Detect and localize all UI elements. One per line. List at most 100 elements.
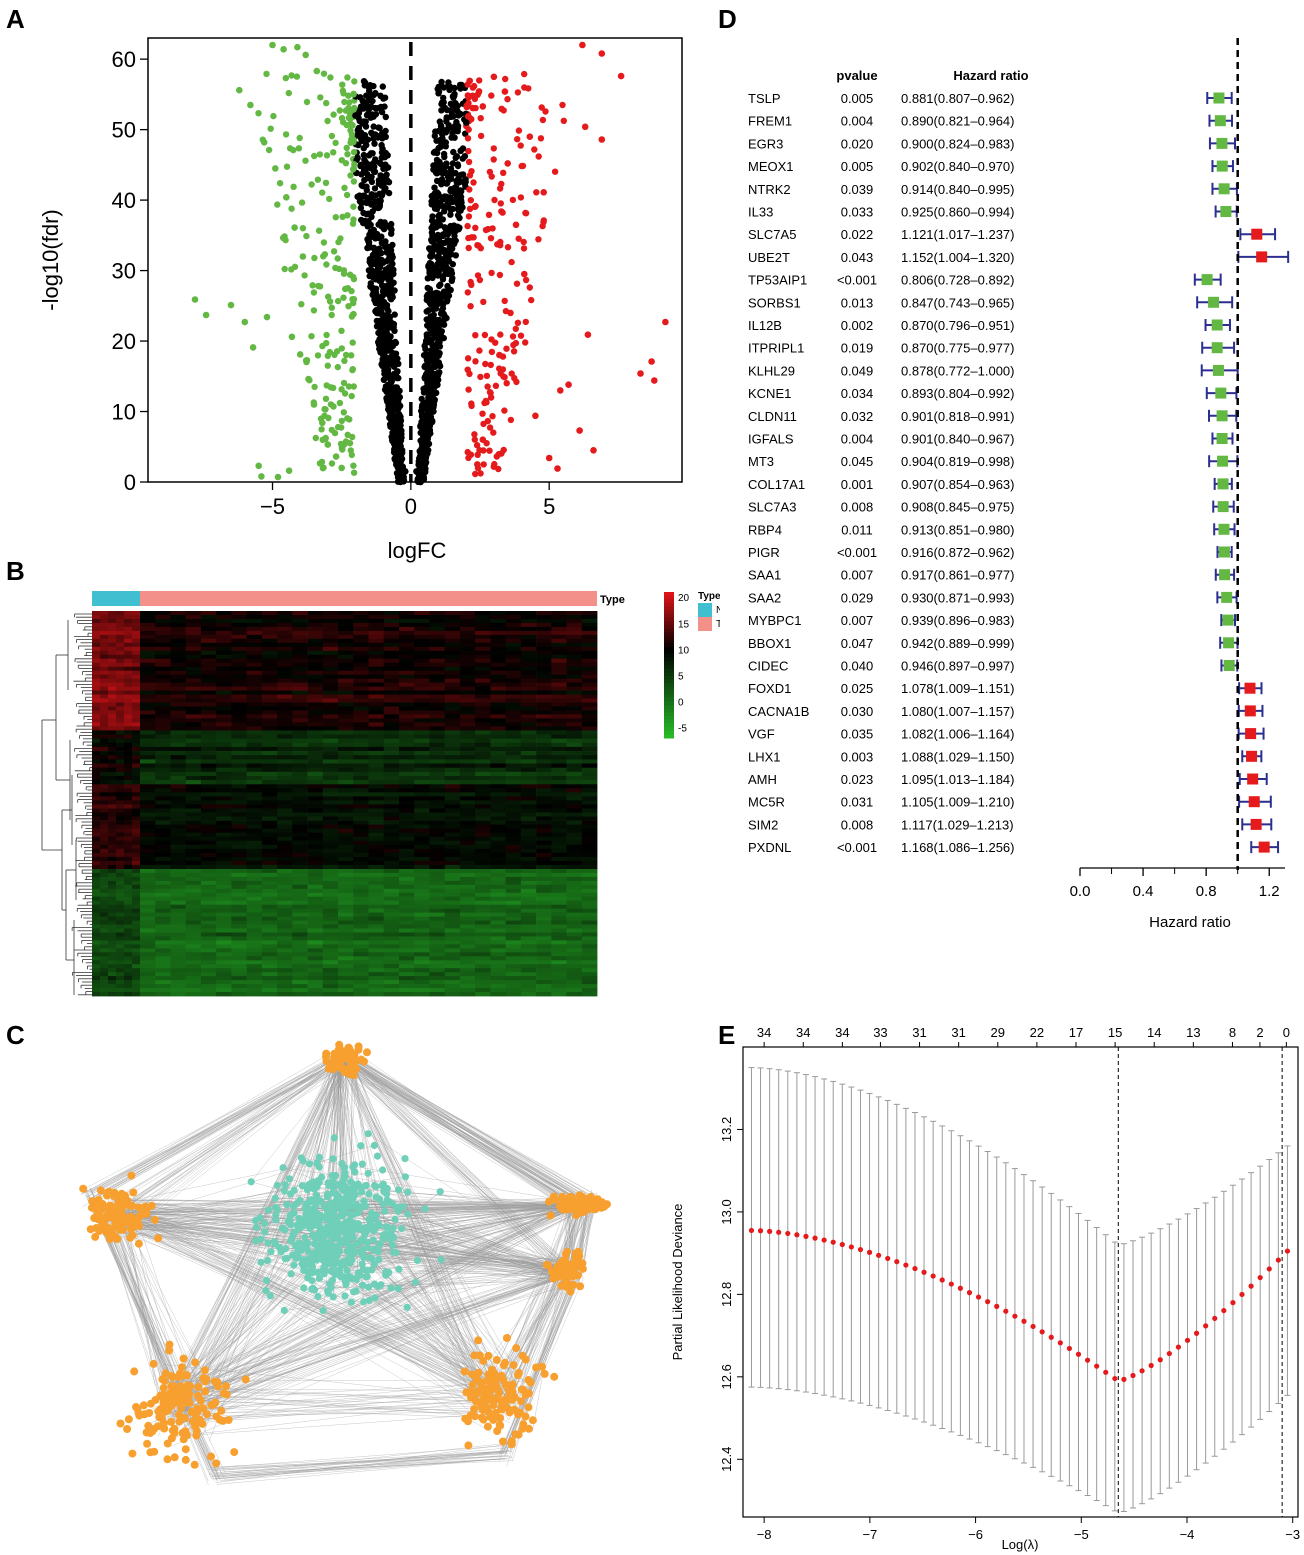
heatmap-cell-t [185,755,202,760]
heatmap-cell-n [116,860,125,866]
heatmap-cell-t [581,658,598,664]
heatmap-cell-t [216,872,232,878]
heatmap-cell-t [444,767,461,773]
heatmap-cell-n [100,796,109,801]
heatmap-cell-t [216,763,232,768]
heatmap-cell-t [200,864,217,870]
heatmap-cell-t [338,615,354,620]
heatmap-cell-t [581,776,598,781]
volcano-point-down [302,51,310,59]
heatmap-cell-t [185,828,202,833]
heatmap-cell-t [231,666,247,672]
heatmap-cell-t [277,788,293,793]
heatmap-cell-t [505,880,522,886]
volcano-point [515,127,523,134]
volcano-point [360,145,367,152]
volcano-point [457,193,465,201]
heatmap-cell-n [116,746,125,752]
heatmap-cell-t [475,726,491,731]
heatmap-cell-t [338,702,354,707]
volcano-point [498,105,505,113]
heatmap-cell-t [261,840,278,846]
volcano-point [281,265,288,273]
heatmap-cell-t [475,702,491,707]
heatmap-cell-t [200,710,217,715]
heatmap-cell-t [170,611,187,616]
heatmap-cell-t [322,780,339,785]
heatmap-cell-t [505,738,522,744]
heatmap-cell-t [444,832,461,838]
heatmap-cell-t [414,856,430,862]
volcano-point [378,272,386,280]
heatmap-cell-t [551,615,567,620]
heatmap-cell-n [92,776,101,781]
volcano-point [390,270,397,278]
heatmap-cell-t [414,820,430,825]
heatmap-cell-t [353,816,369,821]
heatmap-cell-t [216,908,232,914]
heatmap-cell-t [414,892,430,898]
heatmap-cell-t [399,816,415,821]
heatmap-cell-n [100,864,109,870]
heatmap-cell-t [505,852,522,858]
heatmap-cell-t [353,808,369,813]
heatmap-cell-n [108,872,117,878]
heatmap-cell-t [353,856,369,862]
heatmap-cell-t [155,908,171,914]
heatmap-cell-t [200,755,217,760]
heatmap-cell-t [566,796,583,801]
heatmap-cell-n [124,755,133,760]
heatmap-cell-t [459,852,476,858]
volcano-point [338,386,345,393]
heatmap-cell-n [100,808,109,813]
heatmap-cell-t [246,864,263,870]
heatmap-cell-t [338,844,354,850]
heatmap-cell-t [475,666,491,672]
heatmap-cell-t [307,767,324,773]
heatmap-cell-t [353,674,369,680]
volcano-point [450,148,457,156]
heatmap-cell-t [383,751,400,756]
volcano-point [494,241,501,248]
heatmap-cell-t [338,706,354,711]
volcano-point [438,140,445,148]
heatmap-cell-t [368,864,385,870]
heatmap-cell-t [140,755,156,760]
heatmap-cell-t [261,776,278,781]
heatmap-cell-t [459,638,476,644]
heatmap-cell-t [414,784,430,789]
heatmap-cell-t [505,718,522,723]
heatmap-cell-t [155,726,171,731]
heatmap-cell-n [116,666,125,672]
heatmap-cell-n [132,662,141,668]
heatmap-cell-n [116,848,125,854]
heatmap-cell-t [566,714,583,719]
volcano-point [323,261,330,268]
heatmap-cell-t [566,771,583,777]
volcano-point [458,171,465,178]
heatmap-cell-t [170,666,187,672]
volcano-point [535,153,542,160]
volcano-point [471,436,478,443]
volcano-point [322,179,330,186]
volcano-point [274,201,281,208]
heatmap-cell-t [383,840,400,846]
volcano-point [482,226,490,234]
heatmap-cell-t [520,892,537,898]
heatmap-cell-t [414,920,430,925]
heatmap-cell-n [116,642,125,648]
heatmap-cell-t [155,714,171,719]
heatmap-cell-t [292,840,308,846]
heatmap-cell-t [581,816,598,821]
heatmap-cell-t [520,763,537,768]
heatmap-cell-t [200,611,217,616]
heatmap-cell-t [459,658,476,664]
heatmap-cell-n [132,730,141,735]
volcano-point [435,90,442,97]
heatmap-cell-t [170,658,187,664]
heatmap-cell-t [261,848,278,854]
heatmap-cell-t [490,638,506,644]
heatmap-cell-t [231,812,247,817]
volcano-point [451,84,458,92]
heatmap-cell-t [520,682,537,687]
